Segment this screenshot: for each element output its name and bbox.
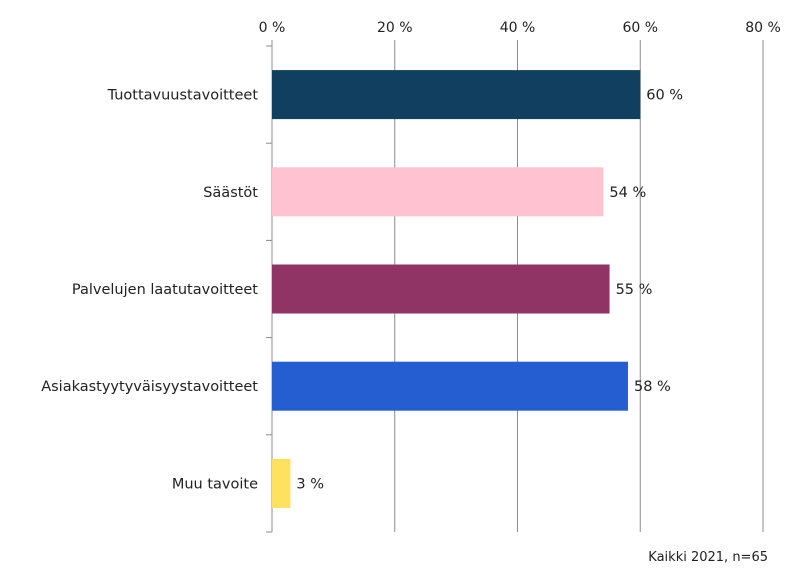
- x-tick-labels: 0 % 20 % 40 % 60 % 80 %: [259, 20, 781, 36]
- bar: [272, 361, 628, 411]
- category-axis: [266, 45, 273, 533]
- value-label: 54 %: [609, 185, 646, 201]
- bar: [272, 458, 291, 508]
- category-label: Palvelujen laatutavoitteet: [72, 282, 258, 298]
- value-label: 60 %: [646, 88, 683, 104]
- value-label: 55 %: [616, 282, 653, 298]
- bar: [272, 264, 610, 314]
- bars: [272, 70, 641, 508]
- bar: [272, 70, 641, 120]
- value-label: 58 %: [634, 379, 671, 395]
- bar: [272, 167, 604, 217]
- x-tick-label: 20 %: [377, 20, 413, 36]
- x-tick-label: 40 %: [500, 20, 536, 36]
- category-label: Muu tavoite: [172, 476, 258, 492]
- value-labels: 60 % 54 % 55 % 58 % 3 %: [296, 88, 683, 493]
- x-tick-label: 0 %: [259, 20, 286, 36]
- category-label: Asiakastyytyväisyystavoitteet: [41, 379, 258, 395]
- sample-note: Kaikki 2021, n=65: [648, 550, 768, 565]
- x-tick-label: 60 %: [622, 20, 658, 36]
- x-tick-label: 80 %: [745, 20, 781, 36]
- category-labels: Tuottavuustavoitteet Säästöt Palvelujen la…: [41, 88, 258, 493]
- value-label: 3 %: [296, 476, 324, 492]
- category-label: Säästöt: [203, 185, 258, 201]
- category-label: Tuottavuustavoitteet: [107, 88, 259, 104]
